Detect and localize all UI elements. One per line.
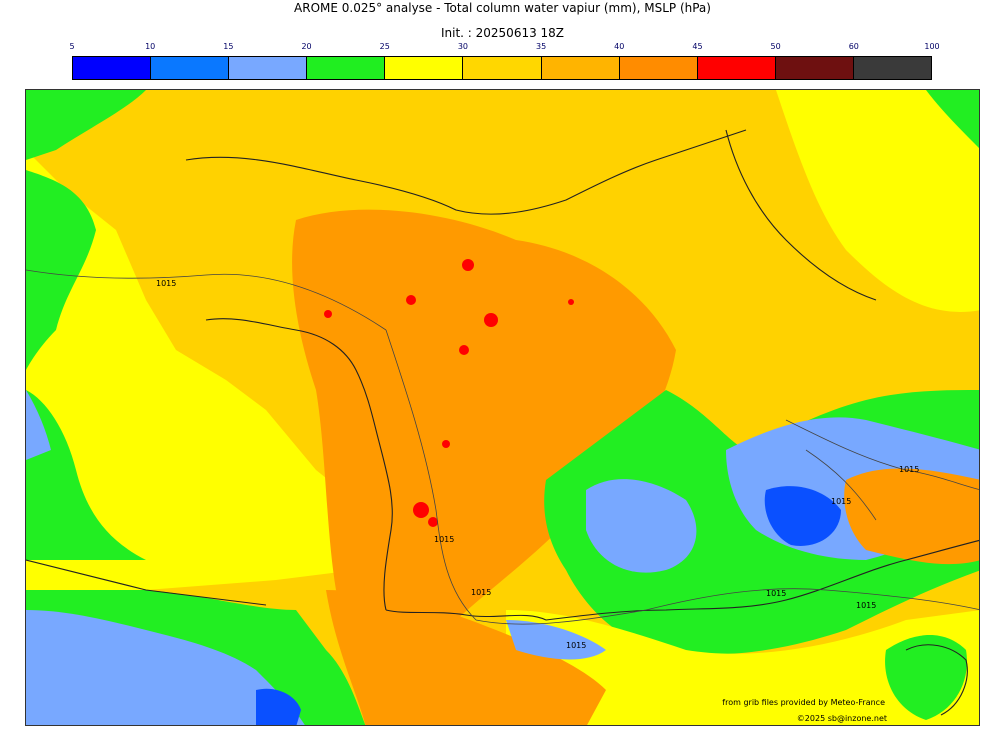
isobar-label: 1015: [856, 601, 876, 610]
map-title: AROME 0.025° analyse - Total column wate…: [294, 1, 711, 15]
colorbar-segment: [151, 57, 230, 79]
colorbar-tick-label: 10: [145, 42, 156, 51]
copyright-credit: ©2025 sb@inzone.net: [796, 714, 887, 723]
massif-central-dry: [586, 479, 697, 573]
convective-cells: [324, 259, 574, 712]
atlantic-dry-band-2: [26, 390, 146, 560]
colorbar-segment: [697, 57, 776, 79]
colorbar-segment: [541, 57, 620, 79]
coastlines: [26, 129, 979, 716]
isobar-labels: 1015 1015 1015 1015 1015 1015 1015 1015: [156, 279, 919, 650]
colorbar-tick-label: 15: [223, 42, 234, 51]
colorbar-segment: [307, 57, 386, 79]
colorbar-tick-label: 45: [692, 42, 703, 51]
isobar-label: 1015: [434, 535, 454, 544]
colorbar-segment: [385, 57, 464, 79]
colorbar-tick-label: 40: [614, 42, 625, 51]
central-moist-core: [292, 209, 676, 638]
isobar-label: 1015: [566, 641, 586, 650]
northwest-dry: [26, 90, 146, 160]
po-valley-moist: [844, 468, 979, 565]
isobar-label: 1015: [766, 589, 786, 598]
mediterranean-field: [506, 610, 979, 725]
atlantic-dry-band: [26, 170, 96, 370]
atlantic-field: [26, 150, 366, 590]
northeast-dry: [926, 90, 979, 148]
colorbar-tick-label: 60: [848, 42, 859, 51]
iberia-very-dry: [26, 610, 305, 725]
colorbar-tick-label: 30: [457, 42, 468, 51]
colorbar: [72, 56, 932, 80]
colorbar-tick-label: 100: [924, 42, 940, 51]
colorbar-tick-label: 25: [379, 42, 390, 51]
colorbar-segment: [853, 57, 932, 79]
colorbar-segment: [775, 57, 854, 79]
map-subtitle: Init. : 20250613 18Z: [440, 26, 565, 40]
map-area: 1015 1015 1015 1015 1015 1015 1015 1015: [25, 89, 980, 726]
isobar-label: 1015: [899, 465, 919, 474]
colorbar-tick-label: 20: [301, 42, 312, 51]
colorbar-segment: [73, 57, 152, 79]
source-credit: from grib files provided by Meteo-France: [722, 698, 885, 707]
colorbar-segment: [229, 57, 308, 79]
colorbar-tick-label: 50: [770, 42, 781, 51]
isobar-label: 1015: [471, 588, 491, 597]
isobar-label: 1015: [831, 497, 851, 506]
pyrenees-dry: [506, 620, 606, 660]
catalonia-moist: [326, 590, 606, 725]
colorbar-tick-label: 35: [535, 42, 547, 51]
isobar-label: 1015: [156, 279, 176, 288]
iberia-driest: [256, 688, 301, 725]
isobars: [26, 269, 979, 625]
colorbar-tick-label: 5: [69, 42, 75, 51]
colorbar-segment: [463, 57, 542, 79]
corsica-dry: [885, 635, 967, 720]
northeast-field: [776, 90, 979, 312]
atlantic-very-dry: [26, 390, 51, 460]
alps-driest: [764, 486, 841, 546]
colorbar-segment: [619, 57, 698, 79]
